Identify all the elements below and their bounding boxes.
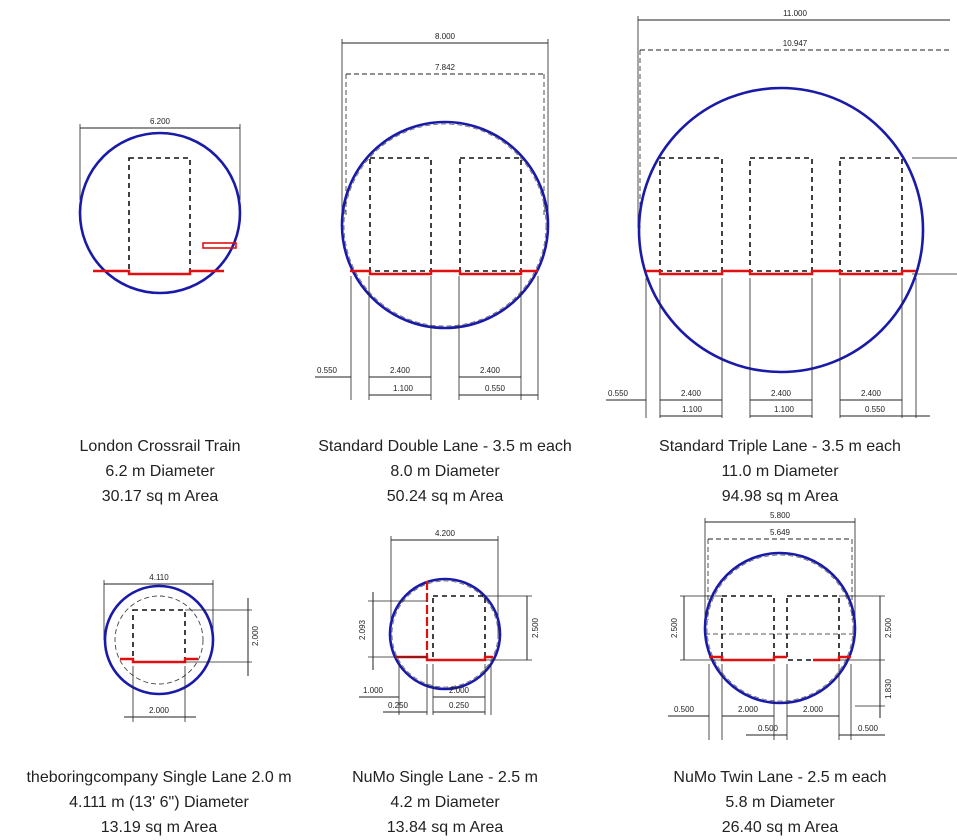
caption-diameter: 11.0 m Diameter (721, 463, 839, 480)
dim-label: 1.100 (774, 405, 795, 414)
road-line (120, 657, 198, 664)
vehicle-envelope (459, 157, 522, 272)
dim-label: 2.400 (861, 389, 882, 398)
caption-title: theboringcompany Single Lane 2.0 m (26, 769, 292, 786)
vehicle-envelope (659, 157, 723, 272)
dim-label: 0.550 (485, 384, 506, 393)
dim-label: 10.947 (783, 39, 808, 48)
dim-label: 0.500 (674, 705, 695, 714)
tunnel-circle (388, 577, 502, 691)
walkway (202, 242, 237, 249)
vehicle-envelope (432, 595, 486, 661)
caption-title: Standard Double Lane - 3.5 m each (318, 438, 572, 455)
dim-label: 8.000 (435, 32, 456, 41)
tunnel-circle (637, 86, 925, 374)
caption-london-crossrail: London Crossrail Train 6.2 m Diameter 30… (10, 434, 310, 509)
caption-area: 13.19 sq m Area (100, 819, 218, 836)
dim-label: 11.000 (783, 9, 807, 18)
tunnel-circle (103, 584, 215, 696)
caption-title: NuMo Twin Lane - 2.5 m each (673, 769, 887, 786)
tunnel-circle (703, 551, 857, 705)
caption-title: London Crossrail Train (79, 438, 241, 455)
dim-label: 6.200 (150, 117, 171, 126)
dim-label: 4.200 (435, 529, 456, 538)
dim-label: 2.400 (390, 366, 411, 375)
dim-label: 2.000 (738, 705, 759, 714)
dim-label: 0.500 (858, 724, 879, 733)
road-line (350, 269, 538, 276)
dim-label: 1.830 (884, 678, 893, 699)
dim-label: 7.842 (435, 63, 456, 72)
dim-label: 5.800 (770, 511, 791, 520)
caption-numo-single-lane: NuMo Single Lane - 2.5 m 4.2 m Diameter … (295, 765, 595, 840)
caption-title: NuMo Single Lane - 2.5 m (352, 769, 538, 786)
caption-diameter: 5.8 m Diameter (725, 794, 835, 811)
dim-label: 2.000 (149, 706, 170, 715)
vehicle-envelope (786, 595, 840, 661)
caption-diameter: 4.2 m Diameter (390, 794, 500, 811)
dim-label: 1.100 (682, 405, 703, 414)
dim-label: 2.500 (884, 617, 893, 638)
vehicle-envelope (749, 157, 813, 272)
caption-diameter: 4.111 m (13' 6") Diameter (69, 794, 249, 811)
dim-label: 2.500 (531, 617, 540, 638)
road-line (646, 269, 916, 276)
caption-standard-triple-lane: Standard Triple Lane - 3.5 m each 11.0 m… (630, 434, 930, 509)
tunnel-circle (340, 120, 550, 330)
tunnel-circle (78, 131, 242, 295)
caption-standard-double-lane: Standard Double Lane - 3.5 m each 8.0 m … (295, 434, 595, 509)
dim-label: 0.550 (865, 405, 886, 414)
dim-label: 2.000 (251, 625, 260, 646)
inner-circle (114, 595, 204, 685)
vehicle-envelope (721, 595, 775, 661)
road-line (813, 655, 851, 662)
caption-boring-company: theboringcompany Single Lane 2.0 m 4.111… (0, 765, 318, 840)
dim-label: 2.000 (803, 705, 824, 714)
caption-title: Standard Triple Lane - 3.5 m each (659, 438, 901, 455)
dim-label: 5.649 (770, 528, 791, 537)
dim-label: 0.500 (758, 724, 779, 733)
dim-label: 1.100 (393, 384, 414, 393)
dim-label: 2.500 (670, 617, 679, 638)
caption-area: 50.24 sq m Area (386, 488, 504, 505)
vehicle-envelope (839, 157, 903, 272)
caption-area: 26.40 sq m Area (721, 819, 839, 836)
dim-label: 0.550 (317, 366, 338, 375)
dim-label: 0.250 (388, 701, 409, 710)
caption-diameter: 6.2 m Diameter (105, 463, 215, 480)
inner-circle (343, 123, 547, 327)
caption-area: 30.17 sq m Area (101, 488, 219, 505)
inner-circle (391, 580, 499, 688)
dim-label: 2.400 (681, 389, 702, 398)
track-line (93, 269, 224, 276)
dim-label: 4.110 (149, 573, 169, 582)
caption-area: 94.98 sq m Area (721, 488, 839, 505)
dim-label: 2.000 (449, 686, 470, 695)
dim-label: 2.093 (358, 619, 367, 640)
vehicle-envelope (369, 157, 432, 272)
dim-label: 0.250 (449, 701, 470, 710)
dim-label: 2.400 (480, 366, 501, 375)
dim-label: 0.550 (608, 389, 629, 398)
dim-label: 1.000 (363, 686, 384, 695)
dim-label: 2.400 (771, 389, 792, 398)
inner-circle (706, 554, 854, 702)
caption-numo-twin-lane: NuMo Twin Lane - 2.5 m each 5.8 m Diamet… (630, 765, 930, 840)
road-line (709, 655, 787, 662)
caption-diameter: 8.0 m Diameter (390, 463, 500, 480)
caption-area: 13.84 sq m Area (386, 819, 504, 836)
